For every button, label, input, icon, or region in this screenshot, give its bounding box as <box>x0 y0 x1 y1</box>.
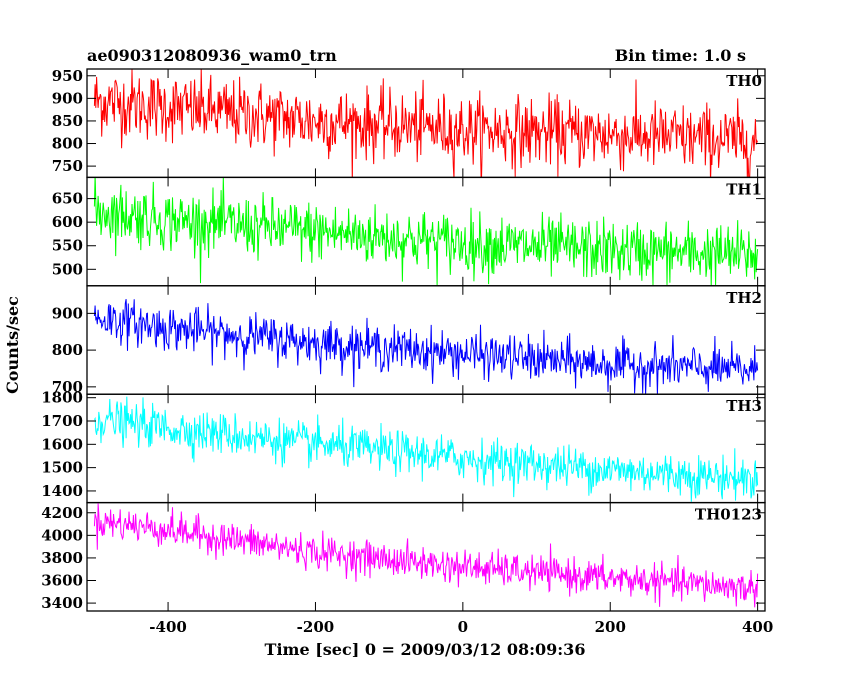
y-tick-label: 1400 <box>41 482 83 500</box>
x-tick-label: 0 <box>458 618 468 636</box>
y-tick-label: 700 <box>52 378 83 396</box>
panel-label: TH0123 <box>695 506 762 524</box>
y-tick-label: 3800 <box>41 549 83 567</box>
y-tick-label: 4200 <box>41 504 83 522</box>
y-tick-label: 3600 <box>41 572 83 590</box>
series-line-th2 <box>93 299 759 395</box>
panel-frame <box>86 176 766 287</box>
panel-th2: 700 800 900 TH2 <box>52 285 766 396</box>
y-tick-label: 3400 <box>41 594 83 612</box>
plot-title: ae090312080936_wam0_trn <box>87 46 337 65</box>
panel-th0123: 3400 3600 3800 4000 4200 TH0123 <box>41 501 766 612</box>
x-tick-label: 400 <box>742 618 773 636</box>
x-tick-label: 200 <box>595 618 626 636</box>
y-tick-label: 1700 <box>41 412 83 430</box>
panel-th1: 500 550 600 650 TH1 <box>52 176 766 287</box>
panel-th3: 1400 1500 1600 1700 1800 TH3 <box>41 389 766 504</box>
series-line-th0123 <box>93 503 759 608</box>
y-tick-label: 500 <box>52 260 83 278</box>
y-tick-label: 1600 <box>41 435 83 453</box>
series-line-th1 <box>93 177 759 286</box>
x-tick-label: -200 <box>297 618 335 636</box>
panel-frame <box>86 501 766 612</box>
y-tick-label: 800 <box>52 341 83 359</box>
panels: 750 800 850 900 950 TH0 500 550 600 650 TH1 700 800 9… <box>41 67 773 636</box>
y-tick-label: 950 <box>52 67 83 85</box>
y-tick-label: 750 <box>52 157 83 175</box>
y-tick-label: 900 <box>52 89 83 107</box>
y-tick-label: 600 <box>52 213 83 231</box>
panel-frame <box>86 393 766 504</box>
x-axis-label: Time [sec] 0 = 2009/03/12 08:09:36 <box>265 640 586 659</box>
series-line-th3 <box>93 396 759 502</box>
y-tick-label: 650 <box>52 190 83 208</box>
y-tick-label: 4000 <box>41 526 83 544</box>
panel-label: TH3 <box>726 397 762 415</box>
y-tick-label: 850 <box>52 112 83 130</box>
panel-label: TH2 <box>726 289 762 307</box>
y-tick-label: 550 <box>52 237 83 255</box>
y-tick-label: 900 <box>52 304 83 322</box>
x-tick-label: -400 <box>149 618 187 636</box>
y-tick-label: 800 <box>52 135 83 153</box>
panel-th0: 750 800 850 900 950 TH0 <box>52 67 766 179</box>
bin-time-label: Bin time: 1.0 s <box>615 46 746 65</box>
panel-label: TH0 <box>726 72 762 90</box>
y-tick-label: 1800 <box>41 389 83 407</box>
y-axis-label: Counts/sec <box>3 296 22 394</box>
series-line-th0 <box>93 69 759 178</box>
y-tick-label: 1500 <box>41 459 83 477</box>
panel-label: TH1 <box>726 180 762 198</box>
